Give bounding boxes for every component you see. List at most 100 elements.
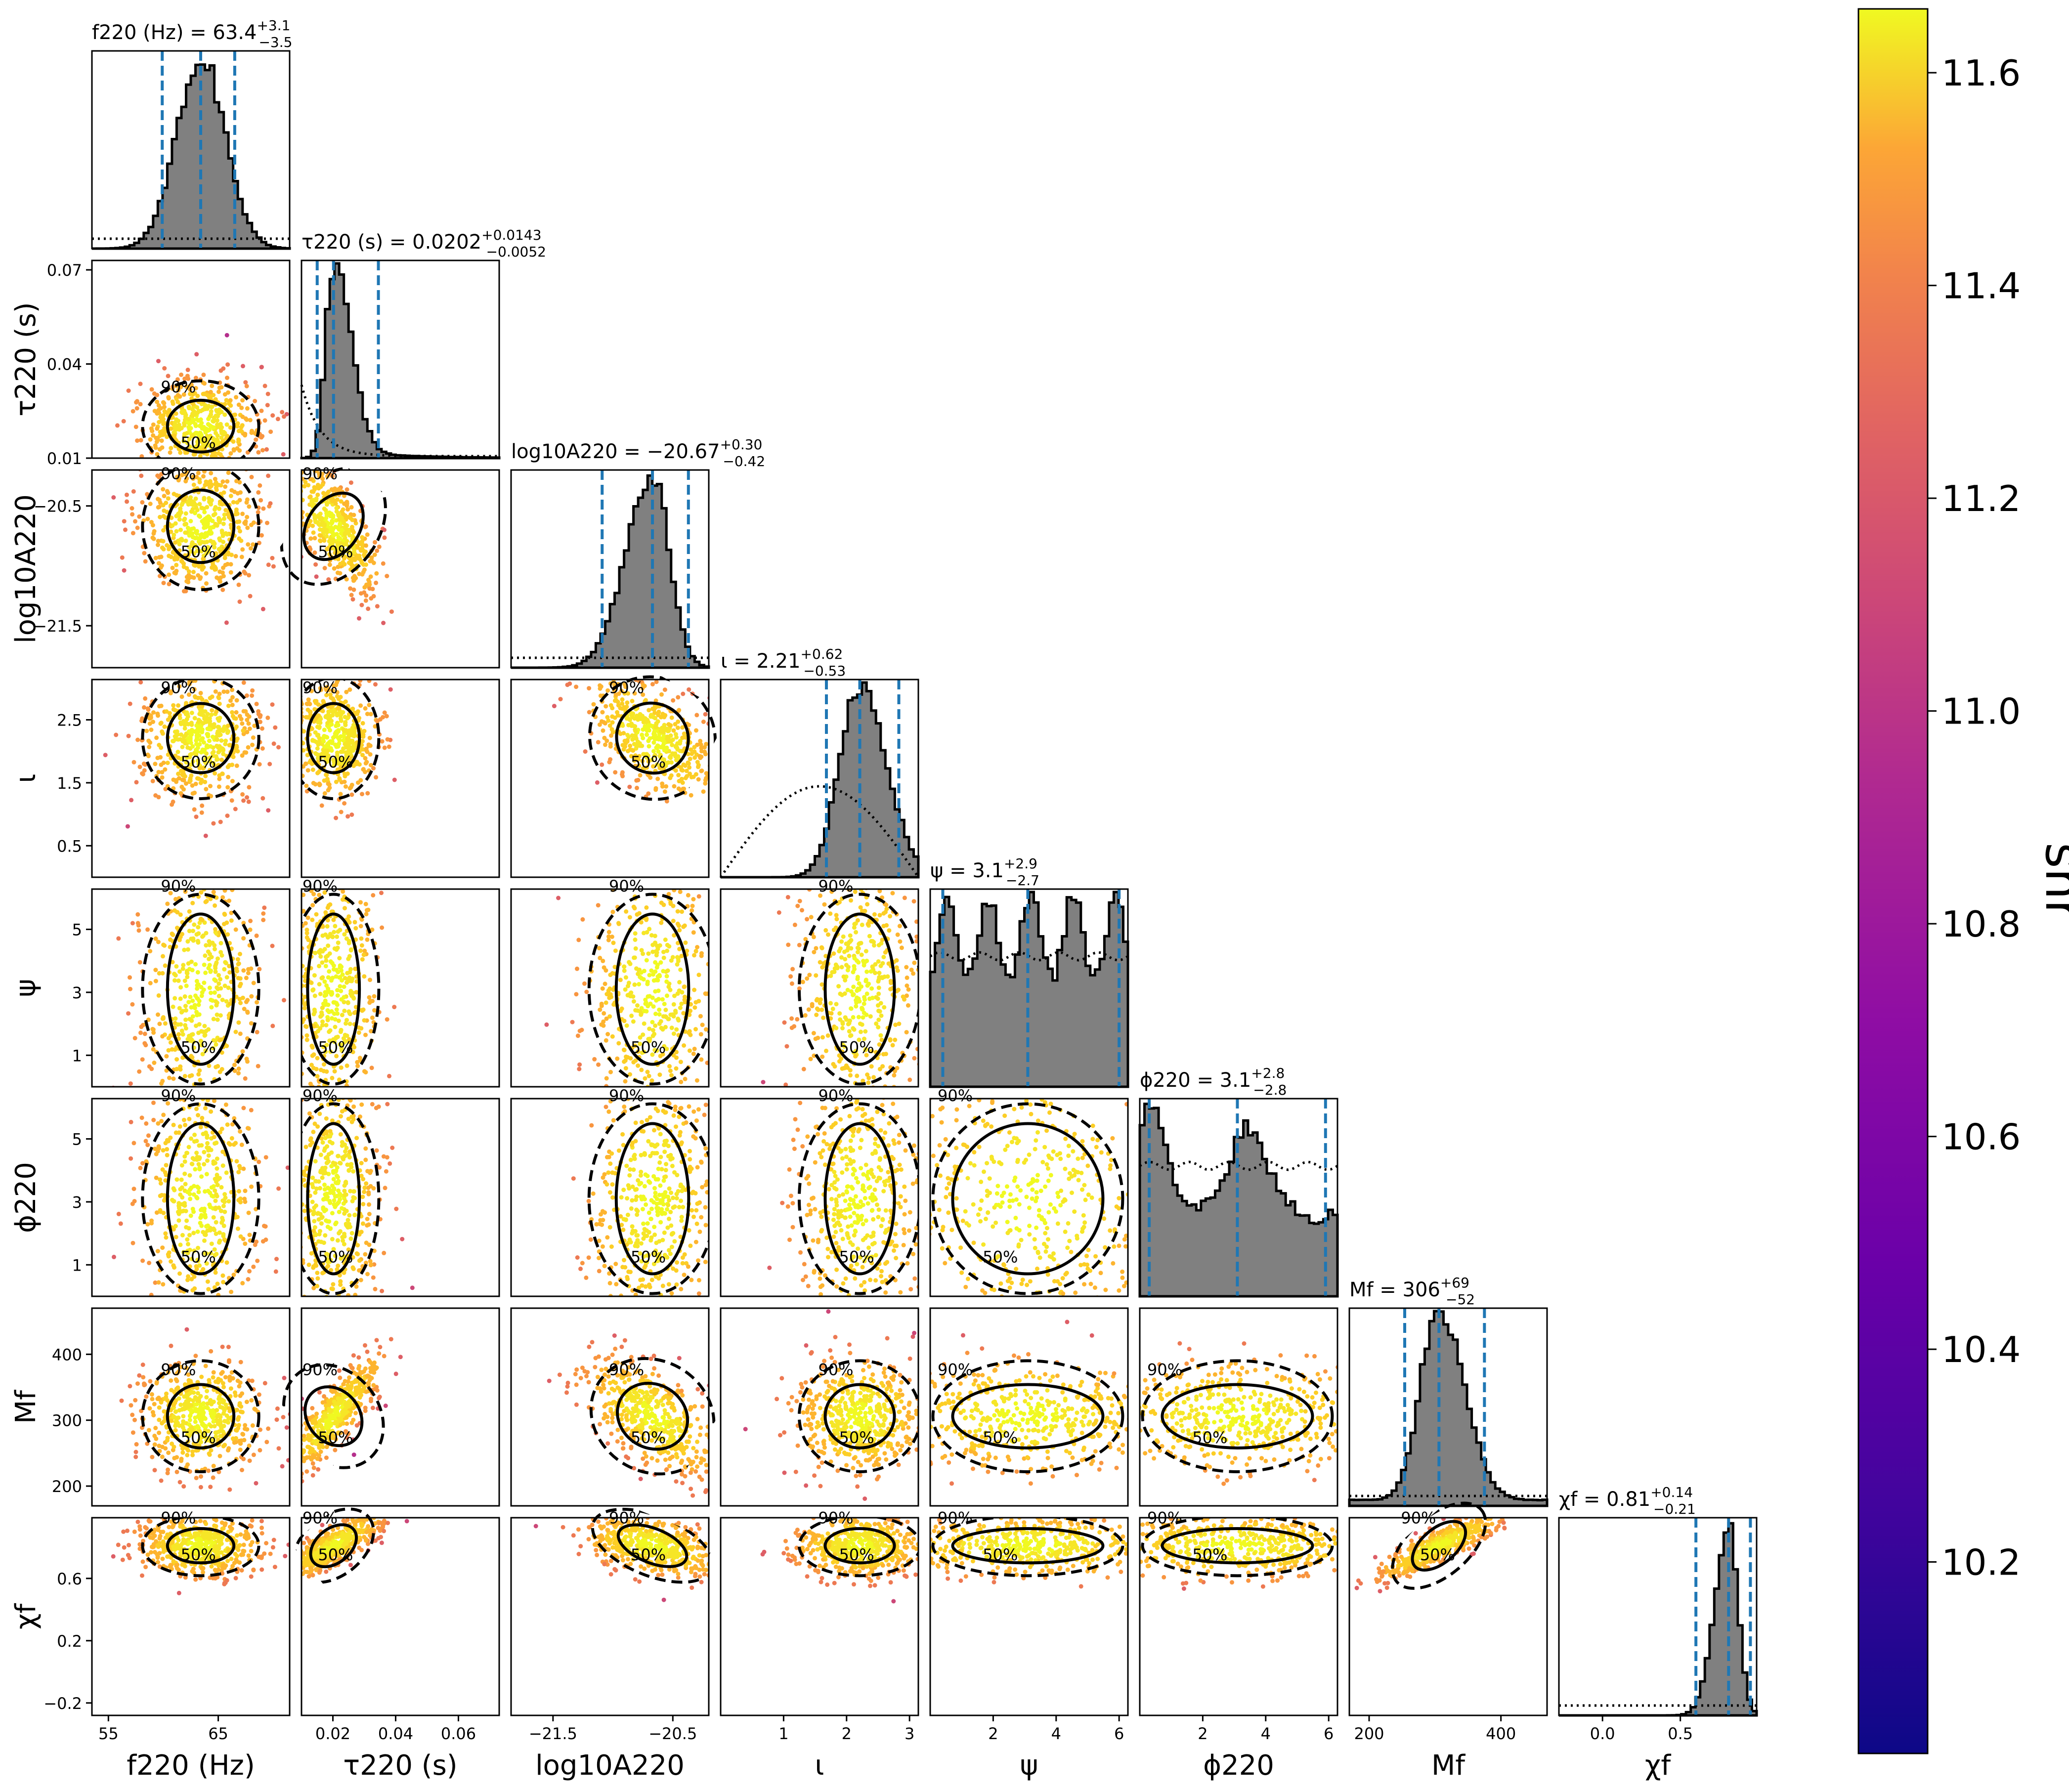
scatter-point: [348, 665, 353, 669]
scatter-point: [332, 683, 337, 688]
scatter-points: [544, 860, 719, 1087]
scatter-point: [235, 421, 240, 426]
scatter-point: [184, 717, 189, 722]
scatter-point: [359, 917, 364, 922]
scatter-point: [366, 606, 371, 611]
scatter-point: [151, 536, 156, 541]
scatter-point: [244, 693, 249, 698]
scatter-point: [310, 1053, 315, 1058]
scatter-point: [337, 777, 342, 782]
scatter-point: [208, 755, 213, 760]
scatter-point: [183, 733, 188, 738]
scatter-point: [128, 701, 132, 706]
scatter-point: [343, 513, 347, 518]
scatter-point: [156, 1012, 160, 1017]
scatter-point: [337, 487, 342, 492]
scatter-point: [295, 782, 300, 787]
contour-50: [166, 488, 236, 564]
scatter-point: [202, 381, 207, 386]
scatter-point: [703, 752, 708, 757]
scatter-point: [714, 779, 719, 784]
scatter-point: [627, 992, 632, 997]
scatter-point: [151, 710, 156, 715]
scatter-point: [587, 710, 592, 715]
scatter-point: [171, 703, 176, 708]
scatter-point: [160, 545, 165, 550]
scatter-point: [190, 791, 195, 796]
scatter-point: [335, 713, 340, 718]
scatter-point: [184, 566, 189, 571]
scatter-point: [339, 988, 344, 993]
scatter-point: [190, 900, 195, 905]
scatter-point: [364, 746, 369, 751]
scatter-point: [663, 760, 668, 765]
scatter-point: [317, 781, 322, 786]
scatter-point: [211, 462, 216, 467]
scatter-point: [618, 860, 623, 864]
scatter-point: [223, 960, 228, 965]
scatter-point: [249, 966, 254, 971]
scatter-point: [175, 556, 180, 561]
scatter-point: [327, 1010, 332, 1015]
scatter-point: [326, 975, 331, 980]
scatter-point: [181, 787, 186, 792]
scatter-point: [198, 704, 203, 709]
scatter-point: [236, 525, 241, 530]
scatter-point: [334, 779, 339, 784]
contour-50: [614, 912, 690, 1066]
scatter-point: [196, 762, 201, 767]
scatter-point: [596, 740, 601, 745]
scatter-point: [592, 1057, 597, 1062]
scatter-point: [698, 1014, 703, 1019]
scatter-point: [131, 489, 136, 494]
scatter-point: [335, 993, 340, 998]
scatter-point: [334, 660, 339, 664]
contour-50: [166, 912, 236, 1066]
scatter-point: [612, 965, 617, 970]
scatter-point: [189, 1054, 194, 1059]
scatter-point: [693, 1000, 698, 1005]
scatter-point: [805, 976, 810, 981]
scatter-point: [385, 737, 390, 742]
scatter-point: [158, 500, 163, 505]
scatter-point: [183, 813, 187, 818]
scatter-point: [162, 405, 167, 410]
scatter-point: [670, 1012, 675, 1017]
scatter-point: [306, 483, 311, 488]
scatter-point: [294, 459, 298, 464]
scatter-point: [643, 716, 648, 721]
scatter-point: [714, 983, 719, 987]
scatter-point: [667, 1064, 672, 1068]
scatter-point: [371, 893, 376, 897]
scatter-point: [678, 890, 683, 895]
scatter-point: [381, 621, 386, 625]
scatter-point: [225, 724, 230, 728]
scatter-point: [814, 946, 819, 951]
scatter-point: [652, 1031, 657, 1036]
scatter-point: [144, 728, 149, 733]
scatter-point: [290, 436, 295, 441]
scatter-point: [647, 994, 652, 999]
scatter-point: [193, 962, 198, 967]
scatter-point: [346, 748, 351, 752]
scatter-point: [242, 750, 247, 755]
scatter-point: [340, 1048, 345, 1053]
scatter-point: [326, 781, 331, 786]
scatter-point: [177, 394, 182, 399]
scatter-point: [669, 1025, 674, 1030]
scatter-point: [330, 1016, 334, 1021]
scatter-point: [641, 683, 646, 687]
scatter-point: [355, 545, 360, 550]
scatter-point: [190, 420, 195, 425]
scatter-point: [312, 973, 317, 978]
scatter-point: [352, 1010, 357, 1015]
scatter-point: [280, 472, 284, 476]
scatter-point: [368, 574, 373, 579]
scatter-point: [366, 577, 371, 582]
scatter-point: [145, 516, 150, 521]
scatter-point: [329, 521, 334, 526]
scatter-point: [191, 825, 195, 830]
scatter-point: [214, 1042, 218, 1047]
scatter-point: [338, 536, 343, 541]
